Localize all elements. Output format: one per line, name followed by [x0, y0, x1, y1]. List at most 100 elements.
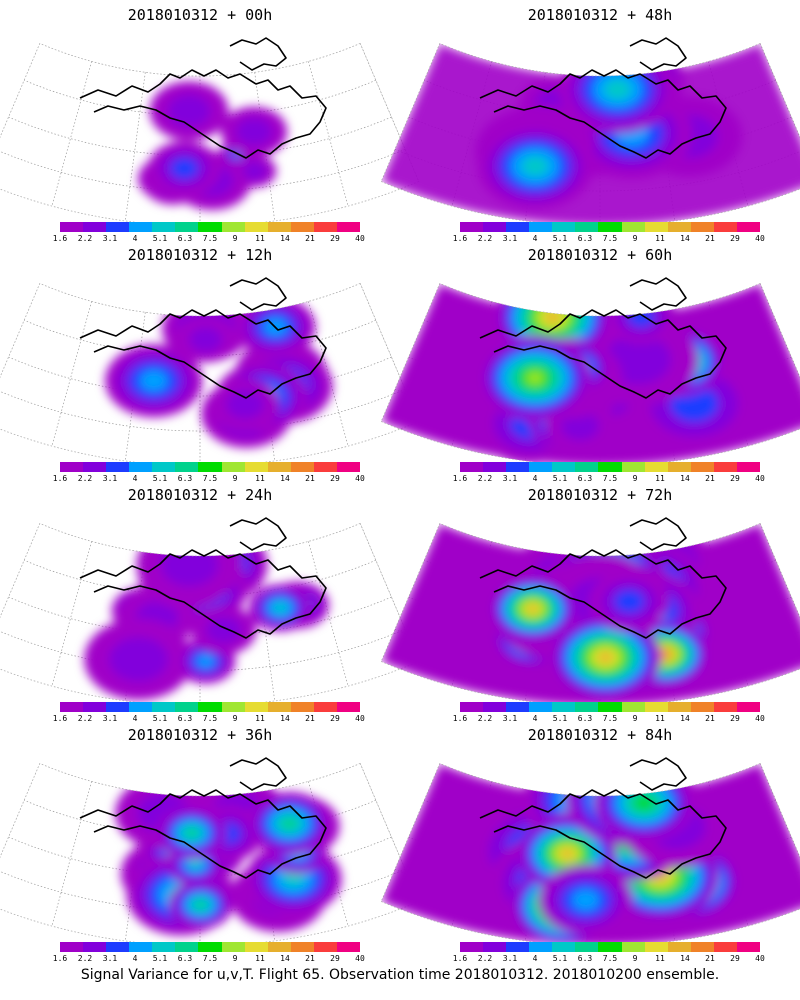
colorbar-swatch — [244, 702, 268, 712]
colorbar — [60, 942, 361, 952]
colorbar-swatch — [106, 222, 130, 232]
colorbar-label: 5.1 — [152, 234, 168, 243]
colorbar-swatch — [129, 462, 153, 472]
colorbar-swatch — [83, 702, 107, 712]
colorbar-label: 11 — [655, 714, 665, 723]
colorbar-swatch — [644, 222, 668, 232]
forecast-panel-grid: 2018010312 + 00h 1.6 2.2 3.1 4 5.1 6.3 7.5 9 11 14… — [0, 0, 800, 963]
forecast-panel: 2018010312 + 36h 1.6 2.2 3.1 4 5.1 6.3 7.5 9 11 14… — [0, 720, 420, 963]
colorbar-swatch — [267, 942, 291, 952]
map-boundary — [380, 283, 800, 467]
colorbar-label: 21 — [305, 954, 315, 963]
colorbar-label: 7.5 — [602, 714, 618, 723]
colorbar-label: 4 — [132, 954, 138, 963]
colorbar-label: 1.6 — [52, 234, 68, 243]
colorbar-label: 1.6 — [452, 954, 468, 963]
colorbar-label: 29 — [330, 474, 340, 483]
colorbar-label: 14 — [680, 714, 690, 723]
colorbar-label: 11 — [255, 234, 265, 243]
colorbar-swatch — [221, 702, 245, 712]
colorbar-swatch — [152, 702, 176, 712]
colorbar-label: 40 — [755, 234, 765, 243]
colorbar-label: 2.2 — [477, 714, 493, 723]
colorbar-label: 4 — [532, 234, 538, 243]
colorbar-labels: 1.6 2.2 3.1 4 5.1 6.3 7.5 9 11 14 21 29 40 — [53, 234, 365, 244]
colorbar-labels: 1.6 2.2 3.1 4 5.1 6.3 7.5 9 11 14 21 29 40 — [453, 234, 765, 244]
colorbar-label: 9 — [232, 474, 238, 483]
map-boundary — [380, 43, 800, 227]
forecast-panel: 2018010312 + 48h 1.6 2.2 3.1 4 5.1 6.3 7.5 9 11 14… — [380, 0, 800, 243]
colorbar-swatch — [460, 222, 484, 232]
colorbar-label: 5.1 — [152, 954, 168, 963]
forecast-panel: 2018010312 + 60h 1.6 2.2 3.1 4 5.1 6.3 7.5 9 11 14… — [380, 240, 800, 483]
colorbar-label: 29 — [730, 954, 740, 963]
colorbar-label: 6.3 — [177, 474, 193, 483]
panel-title: 2018010312 + 60h — [527, 246, 673, 264]
variance-map — [0, 757, 420, 947]
colorbar-swatch — [460, 462, 484, 472]
colorbar-label: 11 — [255, 474, 265, 483]
colorbar-label: 5.1 — [552, 474, 568, 483]
colorbar-label: 29 — [330, 234, 340, 243]
colorbar-swatch — [552, 942, 576, 952]
colorbar-label: 9 — [232, 234, 238, 243]
colorbar-swatch — [483, 462, 507, 472]
colorbar-swatch — [267, 462, 291, 472]
variance-field — [381, 763, 800, 946]
variance-map — [380, 277, 800, 467]
map-boundary — [0, 283, 420, 467]
colorbar-labels: 1.6 2.2 3.1 4 5.1 6.3 7.5 9 11 14 21 29 40 — [453, 474, 765, 484]
colorbar-swatch — [598, 942, 622, 952]
colorbar-swatch — [598, 702, 622, 712]
colorbar-swatch — [506, 462, 530, 472]
colorbar-label: 11 — [655, 954, 665, 963]
colorbar-label: 11 — [255, 954, 265, 963]
variance-map — [0, 277, 420, 467]
colorbar — [460, 942, 761, 952]
colorbar-swatch — [736, 702, 761, 712]
colorbar-swatch — [152, 462, 176, 472]
colorbar-swatch — [644, 462, 668, 472]
colorbar-swatch — [152, 942, 176, 952]
colorbar-label: 1.6 — [52, 714, 68, 723]
colorbar-label: 14 — [280, 954, 290, 963]
colorbar-swatch — [175, 222, 199, 232]
colorbar-swatch — [175, 942, 199, 952]
colorbar-swatch — [290, 942, 314, 952]
colorbar-swatch — [598, 222, 622, 232]
colorbar-labels: 1.6 2.2 3.1 4 5.1 6.3 7.5 9 11 14 21 29 40 — [53, 474, 365, 484]
colorbar-label: 14 — [280, 474, 290, 483]
colorbar-swatch — [644, 942, 668, 952]
variance-map — [380, 757, 800, 947]
panel-title: 2018010312 + 36h — [127, 726, 273, 744]
colorbar-swatch — [221, 222, 245, 232]
colorbar-label: 2.2 — [477, 954, 493, 963]
forecast-panel: 2018010312 + 72h 1.6 2.2 3.1 4 5.1 6.3 7.5 9 11 14… — [380, 480, 800, 723]
colorbar-swatch — [336, 462, 361, 472]
coastline — [79, 757, 327, 879]
colorbar-label: 7.5 — [202, 234, 218, 243]
colorbar — [460, 462, 761, 472]
variance-map — [380, 37, 800, 227]
colorbar-label: 7.5 — [602, 474, 618, 483]
colorbar-swatch — [713, 702, 737, 712]
colorbar — [60, 702, 361, 712]
colorbar-swatch — [713, 462, 737, 472]
colorbar-label: 3.1 — [102, 234, 118, 243]
colorbar-swatch — [667, 462, 691, 472]
colorbar-swatch — [736, 222, 761, 232]
colorbar-swatch — [106, 462, 130, 472]
panel-title: 2018010312 + 24h — [127, 486, 273, 504]
variance-field — [138, 81, 288, 210]
colorbar-swatch — [529, 222, 553, 232]
variance-field — [105, 296, 333, 448]
colorbar-swatch — [575, 222, 599, 232]
colorbar-label: 6.3 — [577, 714, 593, 723]
colorbar-label: 14 — [280, 234, 290, 243]
colorbar-label: 1.6 — [52, 474, 68, 483]
colorbar-swatch — [667, 222, 691, 232]
map-boundary — [0, 523, 420, 707]
colorbar-label: 14 — [280, 714, 290, 723]
colorbar-swatch — [244, 462, 268, 472]
colorbar-swatch — [483, 942, 507, 952]
